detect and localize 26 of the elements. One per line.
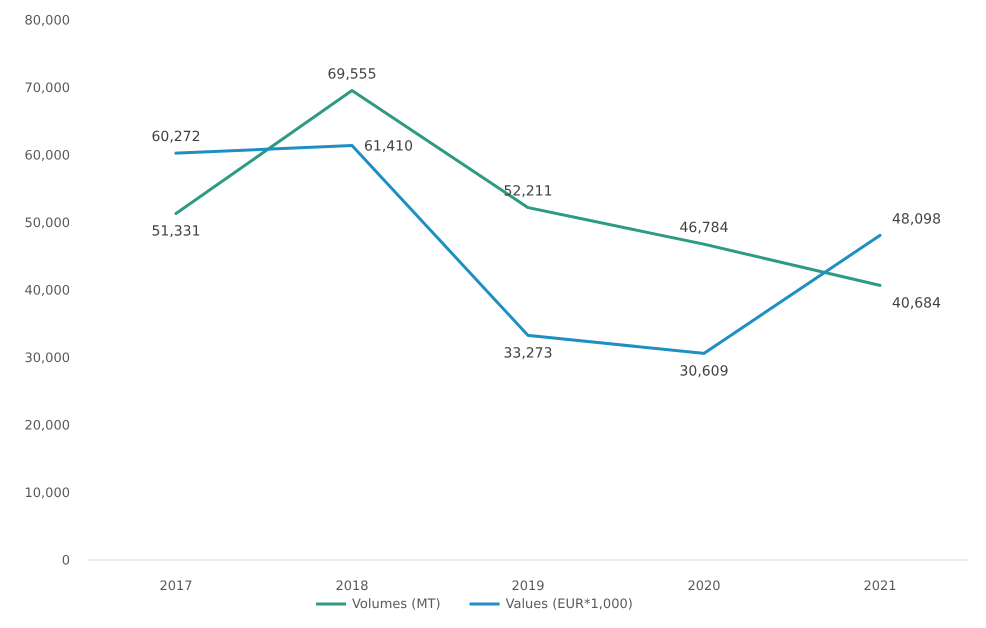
y-tick-label: 60,000 [24,148,70,164]
data-label: 48,098 [892,211,941,228]
data-label: 40,684 [892,295,942,312]
data-label: 33,273 [504,345,552,362]
y-tick-label: 30,000 [24,351,70,366]
data-label: 60,272 [152,129,200,146]
legend-label: Volumes (MT) [352,597,441,612]
y-tick-label: 20,000 [24,418,70,434]
data-label: 46,784 [680,220,729,236]
data-label: 51,331 [152,224,200,240]
legend-label: Values (EUR*1,000) [506,597,633,612]
x-tick-label: 2021 [863,579,897,594]
y-tick-label: 70,000 [24,81,70,96]
y-tick-label: 80,000 [24,14,70,29]
data-label: 30,609 [680,363,728,380]
x-tick-label: 2019 [511,579,545,594]
data-label: 69,555 [328,66,376,83]
x-tick-label: 2020 [687,579,721,594]
y-tick-label: 40,000 [24,284,70,299]
data-label: 52,211 [504,184,552,200]
y-tick-label: 50,000 [24,216,70,232]
x-tick-label: 2018 [335,579,369,594]
data-label: 61,410 [364,138,413,154]
y-tick-label: 10,000 [24,486,70,502]
y-tick-label: 0 [62,554,70,569]
x-tick-label: 2017 [159,579,193,594]
